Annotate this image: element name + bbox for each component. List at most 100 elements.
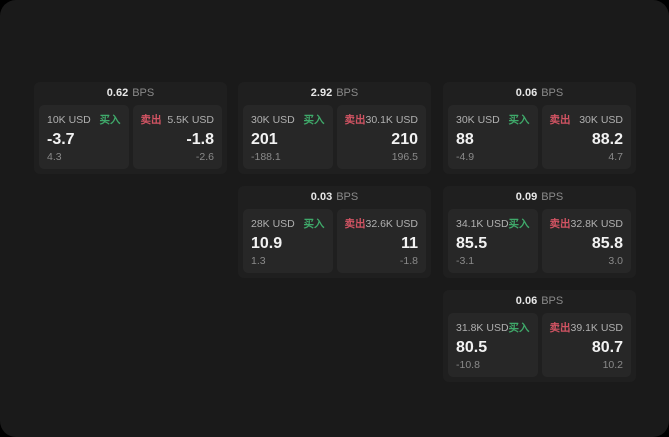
sell-tile-top: 卖出 39.1K USD [550, 320, 624, 335]
buy-change: -4.9 [456, 151, 475, 163]
sell-tile-top: 卖出 32.8K USD [550, 216, 624, 231]
sell-price: 88.2 [591, 130, 623, 148]
sell-notional: 39.1K USD [570, 321, 624, 334]
quote-card: 0.62 BPS 10K USD 买入 -3.7 4.3 卖出 [34, 82, 227, 174]
sell-change: 10.2 [602, 359, 623, 371]
sell-change: 3.0 [608, 255, 623, 267]
sell-price: -1.8 [186, 130, 214, 148]
spread-bps-value: 2.92 [310, 87, 333, 99]
buy-tile[interactable]: 10K USD 买入 -3.7 4.3 [39, 105, 129, 169]
spread-bps-unit: BPS [541, 295, 564, 307]
sell-side-label: 卖出 [140, 114, 162, 126]
buy-tile-top: 10K USD 买入 [47, 112, 121, 127]
spread-bps-value: 0.03 [310, 191, 333, 203]
sell-tile[interactable]: 卖出 30K USD 88.2 4.7 [541, 105, 631, 169]
buy-side-label: 买入 [303, 114, 325, 126]
buy-price: 85.5 [456, 234, 488, 252]
buy-tile-top: 30K USD 买入 [456, 112, 530, 127]
quote-card: 0.06 BPS 30K USD 买入 88 -4.9 卖出 [443, 82, 636, 174]
sell-price: 210 [391, 130, 418, 148]
sell-tile[interactable]: 卖出 32.6K USD 11 -1.8 [336, 209, 426, 273]
buy-change: -3.1 [456, 255, 475, 267]
buy-notional: 31.8K USD [456, 321, 509, 334]
sell-side-label: 卖出 [344, 114, 366, 126]
buy-tile-top: 30K USD 买入 [251, 112, 325, 127]
buy-price: 10.9 [251, 234, 283, 252]
sell-tile[interactable]: 卖出 5.5K USD -1.8 -2.6 [132, 105, 222, 169]
sell-side-label: 卖出 [549, 114, 571, 126]
buy-price: 88 [456, 130, 474, 148]
sell-change: 4.7 [608, 151, 623, 163]
sell-tile[interactable]: 卖出 30.1K USD 210 196.5 [336, 105, 426, 169]
buy-tile-top: 34.1K USD 买入 [456, 216, 530, 231]
buy-change: -10.8 [456, 359, 480, 371]
spread-bps-value: 0.06 [515, 87, 538, 99]
quote-panels: 28K USD 买入 10.9 1.3 卖出 32.6K USD 11 -1.8 [238, 209, 431, 278]
sell-notional: 32.6K USD [365, 217, 419, 230]
spread-bps-value: 0.62 [106, 87, 129, 99]
sell-change: 196.5 [391, 151, 418, 163]
sell-price: 11 [401, 234, 418, 252]
buy-notional: 30K USD [251, 113, 295, 126]
sell-price: 85.8 [591, 234, 623, 252]
spread-bps-unit: BPS [541, 87, 564, 99]
sell-side-label: 卖出 [549, 322, 571, 334]
quote-panels: 30K USD 买入 201 -188.1 卖出 30.1K USD 210 1… [238, 105, 431, 174]
buy-tile-top: 31.8K USD 买入 [456, 320, 530, 335]
quote-card: 2.92 BPS 30K USD 买入 201 -188.1 卖出 [238, 82, 431, 174]
spread-bps-unit: BPS [336, 87, 359, 99]
card-header: 0.62 BPS [34, 82, 227, 105]
sell-tile[interactable]: 卖出 39.1K USD 80.7 10.2 [541, 313, 631, 377]
buy-notional: 34.1K USD [456, 217, 509, 230]
spread-bps-unit: BPS [336, 191, 359, 203]
card-header: 2.92 BPS [238, 82, 431, 105]
buy-tile[interactable]: 28K USD 买入 10.9 1.3 [243, 209, 333, 273]
buy-change: 1.3 [251, 255, 266, 267]
spread-bps-unit: BPS [132, 87, 155, 99]
sell-side-label: 卖出 [344, 218, 366, 230]
sell-tile-top: 卖出 30.1K USD [345, 112, 419, 127]
sell-change: -2.6 [195, 151, 214, 163]
card-header: 0.03 BPS [238, 186, 431, 209]
sell-notional: 32.8K USD [570, 217, 624, 230]
quote-panels: 10K USD 买入 -3.7 4.3 卖出 5.5K USD -1.8 -2.… [34, 105, 227, 174]
buy-tile[interactable]: 30K USD 买入 201 -188.1 [243, 105, 333, 169]
sell-notional: 30.1K USD [365, 113, 419, 126]
sell-change: -1.8 [399, 255, 418, 267]
spread-bps-unit: BPS [541, 191, 564, 203]
sell-side-label: 卖出 [549, 218, 571, 230]
buy-side-label: 买入 [99, 114, 121, 126]
buy-price: -3.7 [47, 130, 75, 148]
sell-tile-top: 卖出 30K USD [550, 112, 624, 127]
quote-card: 0.03 BPS 28K USD 买入 10.9 1.3 卖出 [238, 186, 431, 278]
buy-side-label: 买入 [508, 322, 530, 334]
buy-price: 201 [251, 130, 278, 148]
quote-card: 0.09 BPS 34.1K USD 买入 85.5 -3.1 卖出 [443, 186, 636, 278]
buy-side-label: 买入 [303, 218, 325, 230]
buy-tile[interactable]: 34.1K USD 买入 85.5 -3.1 [448, 209, 538, 273]
spread-bps-value: 0.09 [515, 191, 538, 203]
sell-tile-top: 卖出 32.6K USD [345, 216, 419, 231]
sell-tile-top: 卖出 5.5K USD [141, 112, 215, 127]
buy-tile[interactable]: 30K USD 买入 88 -4.9 [448, 105, 538, 169]
buy-notional: 28K USD [251, 217, 295, 230]
quote-panels: 30K USD 买入 88 -4.9 卖出 30K USD 88.2 4.7 [443, 105, 636, 174]
buy-price: 80.5 [456, 338, 488, 356]
buy-change: -188.1 [251, 151, 281, 163]
card-header: 0.06 BPS [443, 82, 636, 105]
sell-price: 80.7 [591, 338, 623, 356]
card-column-3: 0.06 BPS 30K USD 买入 88 -4.9 卖出 [443, 82, 636, 382]
card-header: 0.09 BPS [443, 186, 636, 209]
sell-notional: 30K USD [579, 113, 623, 126]
sell-tile[interactable]: 卖出 32.8K USD 85.8 3.0 [541, 209, 631, 273]
buy-change: 4.3 [47, 151, 62, 163]
buy-side-label: 买入 [508, 218, 530, 230]
buy-tile[interactable]: 31.8K USD 买入 80.5 -10.8 [448, 313, 538, 377]
spread-bps-value: 0.06 [515, 295, 538, 307]
buy-side-label: 买入 [508, 114, 530, 126]
card-column-2: 2.92 BPS 30K USD 买入 201 -188.1 卖出 [238, 82, 431, 278]
sell-notional: 5.5K USD [167, 113, 214, 126]
quote-card: 0.06 BPS 31.8K USD 买入 80.5 -10.8 卖 [443, 290, 636, 382]
